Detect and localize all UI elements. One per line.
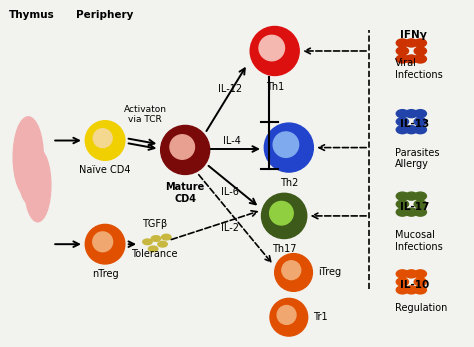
Circle shape xyxy=(273,132,299,158)
Ellipse shape xyxy=(414,39,427,47)
Ellipse shape xyxy=(18,138,41,204)
Ellipse shape xyxy=(396,110,409,118)
Ellipse shape xyxy=(414,286,427,294)
Ellipse shape xyxy=(405,270,418,278)
Text: Mature
CD4: Mature CD4 xyxy=(165,182,205,204)
Ellipse shape xyxy=(405,286,418,294)
Ellipse shape xyxy=(396,208,409,216)
Ellipse shape xyxy=(396,39,409,47)
Ellipse shape xyxy=(13,117,43,197)
Text: IL-12: IL-12 xyxy=(218,84,242,94)
Circle shape xyxy=(250,26,299,76)
Text: Th1: Th1 xyxy=(265,82,284,92)
Text: Parasites
Allergy: Parasites Allergy xyxy=(395,147,439,169)
Circle shape xyxy=(93,129,112,147)
Ellipse shape xyxy=(414,208,427,216)
Text: Thymus: Thymus xyxy=(9,10,55,20)
Ellipse shape xyxy=(414,270,427,278)
Text: Mucosal
Infections: Mucosal Infections xyxy=(395,230,443,252)
Circle shape xyxy=(282,261,301,280)
Text: Viral
Infections: Viral Infections xyxy=(395,58,443,80)
Text: Tolerance: Tolerance xyxy=(131,249,178,259)
Circle shape xyxy=(85,225,125,264)
Ellipse shape xyxy=(414,200,427,208)
Text: Th17: Th17 xyxy=(272,244,296,254)
Ellipse shape xyxy=(414,192,427,200)
Ellipse shape xyxy=(414,110,427,118)
Circle shape xyxy=(262,193,307,238)
Ellipse shape xyxy=(396,118,409,126)
Text: Periphery: Periphery xyxy=(76,10,134,20)
Ellipse shape xyxy=(414,118,427,126)
Ellipse shape xyxy=(405,39,418,47)
Ellipse shape xyxy=(396,47,409,55)
Circle shape xyxy=(275,254,312,291)
Ellipse shape xyxy=(405,208,418,216)
Ellipse shape xyxy=(414,47,427,55)
Ellipse shape xyxy=(162,234,171,240)
Text: IL-13: IL-13 xyxy=(400,119,429,129)
Ellipse shape xyxy=(396,286,409,294)
Ellipse shape xyxy=(151,236,161,242)
Ellipse shape xyxy=(405,126,418,134)
Circle shape xyxy=(277,306,296,324)
Text: nTreg: nTreg xyxy=(92,269,118,279)
Ellipse shape xyxy=(414,55,427,63)
Circle shape xyxy=(93,232,113,252)
Text: IFNγ: IFNγ xyxy=(400,30,427,40)
Ellipse shape xyxy=(396,126,409,134)
Ellipse shape xyxy=(396,278,409,286)
Text: iTreg: iTreg xyxy=(318,268,341,278)
Text: IL-10: IL-10 xyxy=(400,280,429,289)
Text: Tr1: Tr1 xyxy=(313,312,328,322)
Circle shape xyxy=(264,123,313,172)
Text: IL-6: IL-6 xyxy=(221,187,239,197)
Ellipse shape xyxy=(396,200,409,208)
Text: IL-17: IL-17 xyxy=(400,202,429,212)
Ellipse shape xyxy=(143,239,152,245)
Ellipse shape xyxy=(414,278,427,286)
Ellipse shape xyxy=(405,110,418,118)
Circle shape xyxy=(170,135,194,159)
Ellipse shape xyxy=(396,192,409,200)
Ellipse shape xyxy=(405,55,418,63)
Ellipse shape xyxy=(148,246,158,252)
Ellipse shape xyxy=(25,149,51,222)
Ellipse shape xyxy=(396,55,409,63)
Text: IL-4: IL-4 xyxy=(223,136,241,145)
Text: TGFβ: TGFβ xyxy=(142,219,167,229)
Circle shape xyxy=(270,201,293,225)
Circle shape xyxy=(270,298,308,336)
Text: IL-2: IL-2 xyxy=(221,223,239,233)
Ellipse shape xyxy=(158,242,167,247)
Text: Activaton
via TCR: Activaton via TCR xyxy=(124,105,167,124)
Text: Regulation: Regulation xyxy=(395,303,447,313)
Ellipse shape xyxy=(396,270,409,278)
Circle shape xyxy=(85,121,125,160)
Ellipse shape xyxy=(414,126,427,134)
Circle shape xyxy=(161,125,210,175)
Text: Th2: Th2 xyxy=(280,178,298,188)
Circle shape xyxy=(259,35,284,61)
Ellipse shape xyxy=(405,192,418,200)
Text: Naïve CD4: Naïve CD4 xyxy=(79,165,131,175)
